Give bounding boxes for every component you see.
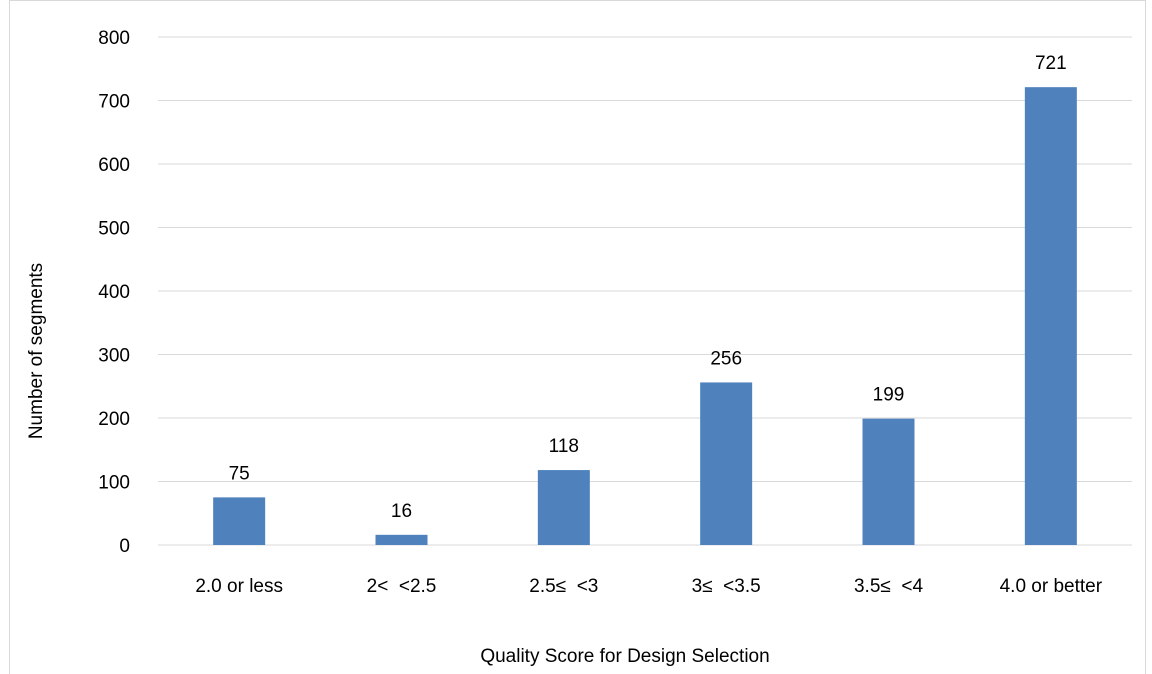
x-tick-label: 2.0 or less bbox=[195, 576, 283, 597]
bar bbox=[537, 470, 590, 545]
y-tick-label: 200 bbox=[98, 409, 130, 430]
y-tick-label: 100 bbox=[98, 473, 130, 494]
x-tick-label: 2< <2.5 bbox=[367, 576, 437, 597]
x-tick-label: 3.5≤ <4 bbox=[854, 576, 923, 597]
data-label: 16 bbox=[391, 501, 412, 522]
bars bbox=[213, 87, 1077, 545]
data-label: 256 bbox=[710, 348, 742, 369]
x-axis-title: Quality Score for Design Selection bbox=[480, 646, 769, 667]
y-tick-labels: 0 100 200 300 400 500 600 700 800 bbox=[98, 28, 130, 557]
y-tick-label: 500 bbox=[98, 219, 130, 240]
x-tick-label: 2.5≤ <3 bbox=[529, 576, 598, 597]
y-tick-label: 0 bbox=[119, 536, 130, 557]
y-tick-label: 600 bbox=[98, 155, 130, 176]
data-label: 75 bbox=[229, 463, 250, 484]
y-axis-title: Number of segments bbox=[26, 263, 47, 439]
data-label: 199 bbox=[873, 385, 905, 406]
y-tick-label: 300 bbox=[98, 346, 130, 367]
data-labels: 75 16 118 256 199 721 bbox=[229, 53, 1067, 522]
y-tick-label: 800 bbox=[98, 28, 130, 49]
data-label: 721 bbox=[1035, 53, 1067, 74]
bar bbox=[862, 418, 915, 545]
bar bbox=[213, 497, 266, 545]
chart-frame bbox=[9, 0, 1146, 674]
gridlines bbox=[158, 36, 1132, 546]
y-tick-label: 700 bbox=[98, 92, 130, 113]
y-tick-label: 400 bbox=[98, 282, 130, 303]
bar bbox=[1024, 87, 1077, 545]
bar bbox=[375, 534, 428, 545]
bar bbox=[700, 382, 753, 545]
x-tick-label: 4.0 or better bbox=[1000, 576, 1103, 597]
x-tick-labels: 2.0 or less 2< <2.5 2.5≤ <3 3≤ <3.5 3.5≤ <4 4… bbox=[195, 576, 1102, 597]
data-label: 118 bbox=[549, 436, 579, 457]
x-tick-label: 3≤ <3.5 bbox=[692, 576, 761, 597]
